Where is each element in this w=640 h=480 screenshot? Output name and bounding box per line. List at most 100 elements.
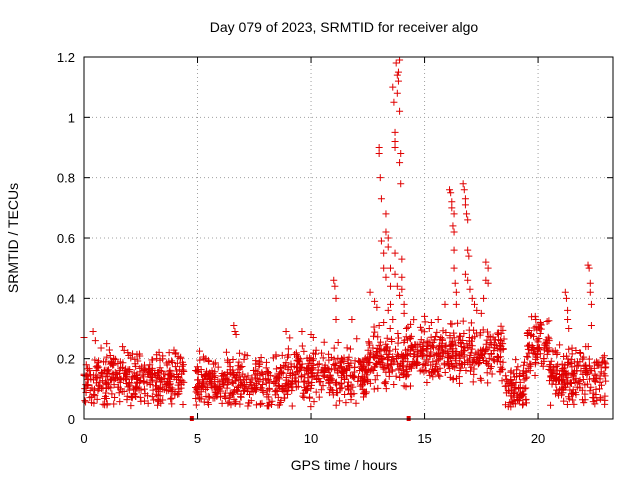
data-point — [560, 397, 568, 405]
data-point — [441, 300, 449, 308]
data-point — [223, 384, 231, 392]
data-point — [288, 371, 296, 379]
data-point — [562, 383, 570, 391]
data-point — [512, 356, 520, 364]
data-point — [450, 264, 458, 272]
data-point — [370, 353, 378, 361]
data-point — [282, 328, 290, 336]
data-point — [422, 367, 430, 375]
data-point — [231, 400, 239, 408]
data-point — [539, 362, 547, 370]
data-point — [336, 385, 344, 393]
data-point — [371, 376, 379, 384]
data-point — [533, 336, 541, 344]
data-point — [363, 371, 371, 379]
data-point — [434, 349, 442, 357]
data-point — [393, 355, 401, 363]
data-point — [330, 344, 338, 352]
data-point — [384, 306, 392, 314]
data-point — [446, 373, 454, 381]
data-point — [467, 319, 475, 327]
data-point — [499, 340, 507, 348]
data-point — [382, 378, 390, 386]
data-point — [284, 351, 292, 359]
data-point — [232, 331, 240, 339]
data-point — [148, 393, 156, 401]
data-point — [377, 237, 385, 245]
data-point — [386, 347, 394, 355]
data-point — [199, 378, 207, 386]
data-point — [299, 392, 307, 400]
data-point — [460, 360, 468, 368]
data-point — [334, 339, 342, 347]
data-point — [361, 376, 369, 384]
data-point — [474, 354, 482, 362]
data-point — [364, 375, 372, 383]
data-point — [476, 374, 484, 382]
data-point — [115, 389, 123, 397]
data-point — [237, 390, 245, 398]
data-point — [400, 370, 408, 378]
data-point — [519, 400, 527, 408]
data-point — [213, 392, 221, 400]
data-point — [396, 159, 404, 167]
data-point — [287, 363, 295, 371]
data-point — [119, 343, 127, 351]
data-point — [248, 374, 256, 382]
data-point — [167, 395, 175, 403]
data-point — [243, 352, 251, 360]
data-point — [383, 334, 391, 342]
data-point — [533, 353, 541, 361]
data-point — [83, 365, 91, 373]
data-point — [394, 68, 402, 76]
data-point — [552, 370, 560, 378]
data-point — [86, 394, 94, 402]
data-point — [165, 368, 173, 376]
data-point — [114, 360, 122, 368]
data-point — [341, 390, 349, 398]
data-point — [332, 294, 340, 302]
data-point — [349, 372, 357, 380]
data-point — [557, 385, 565, 393]
data-point — [466, 351, 474, 359]
data-point — [512, 372, 520, 380]
data-point — [416, 367, 424, 375]
data-point — [448, 348, 456, 356]
x-tick: 5 — [194, 57, 201, 446]
data-point — [252, 387, 260, 395]
data-point — [397, 180, 405, 188]
data-point — [390, 381, 398, 389]
data-point — [455, 352, 463, 360]
data-point — [407, 320, 415, 328]
data-point — [409, 343, 417, 351]
data-point — [382, 228, 390, 236]
data-point — [454, 319, 462, 327]
data-point — [144, 370, 152, 378]
data-point — [99, 400, 107, 408]
data-point — [116, 369, 124, 377]
data-point — [449, 222, 457, 230]
data-point — [362, 390, 370, 398]
data-point — [224, 399, 232, 407]
data-point — [388, 366, 396, 374]
data-point — [461, 270, 469, 278]
data-point — [226, 358, 234, 366]
data-point — [325, 356, 333, 364]
data-point — [497, 363, 505, 371]
data-point — [217, 387, 225, 395]
data-point — [272, 365, 280, 373]
y-tick-label: 0.2 — [57, 352, 75, 367]
data-point — [133, 350, 141, 358]
data-point — [155, 385, 163, 393]
data-point — [375, 144, 383, 151]
data-points — [80, 56, 610, 411]
data-point — [520, 361, 528, 369]
data-point — [272, 377, 280, 385]
data-point — [565, 345, 573, 353]
data-point — [501, 382, 509, 390]
data-point — [364, 346, 372, 354]
data-point — [545, 377, 553, 385]
data-point — [236, 400, 244, 408]
data-point — [487, 363, 495, 371]
data-point — [91, 337, 99, 345]
